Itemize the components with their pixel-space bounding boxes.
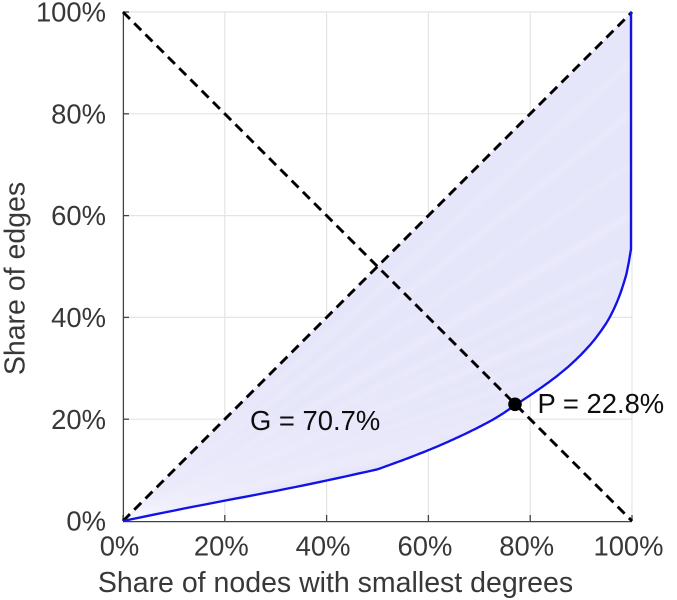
svg-text:80%: 80% [499, 531, 554, 562]
svg-text:60%: 60% [51, 200, 106, 231]
svg-text:40%: 40% [296, 531, 351, 562]
svg-text:0%: 0% [100, 531, 140, 562]
svg-text:60%: 60% [397, 531, 452, 562]
svg-text:40%: 40% [51, 302, 106, 333]
svg-text:80%: 80% [51, 98, 106, 129]
svg-text:Share of nodes with smallest d: Share of nodes with smallest degrees [98, 567, 573, 599]
svg-text:100%: 100% [593, 531, 663, 562]
svg-text:20%: 20% [51, 404, 106, 435]
svg-text:100%: 100% [36, 0, 106, 28]
svg-text:0%: 0% [66, 506, 106, 537]
svg-text:G = 70.7%: G = 70.7% [250, 405, 380, 436]
svg-text:P = 22.8%: P = 22.8% [538, 388, 665, 419]
svg-text:Share of edges: Share of edges [0, 182, 32, 375]
svg-text:20%: 20% [194, 531, 249, 562]
